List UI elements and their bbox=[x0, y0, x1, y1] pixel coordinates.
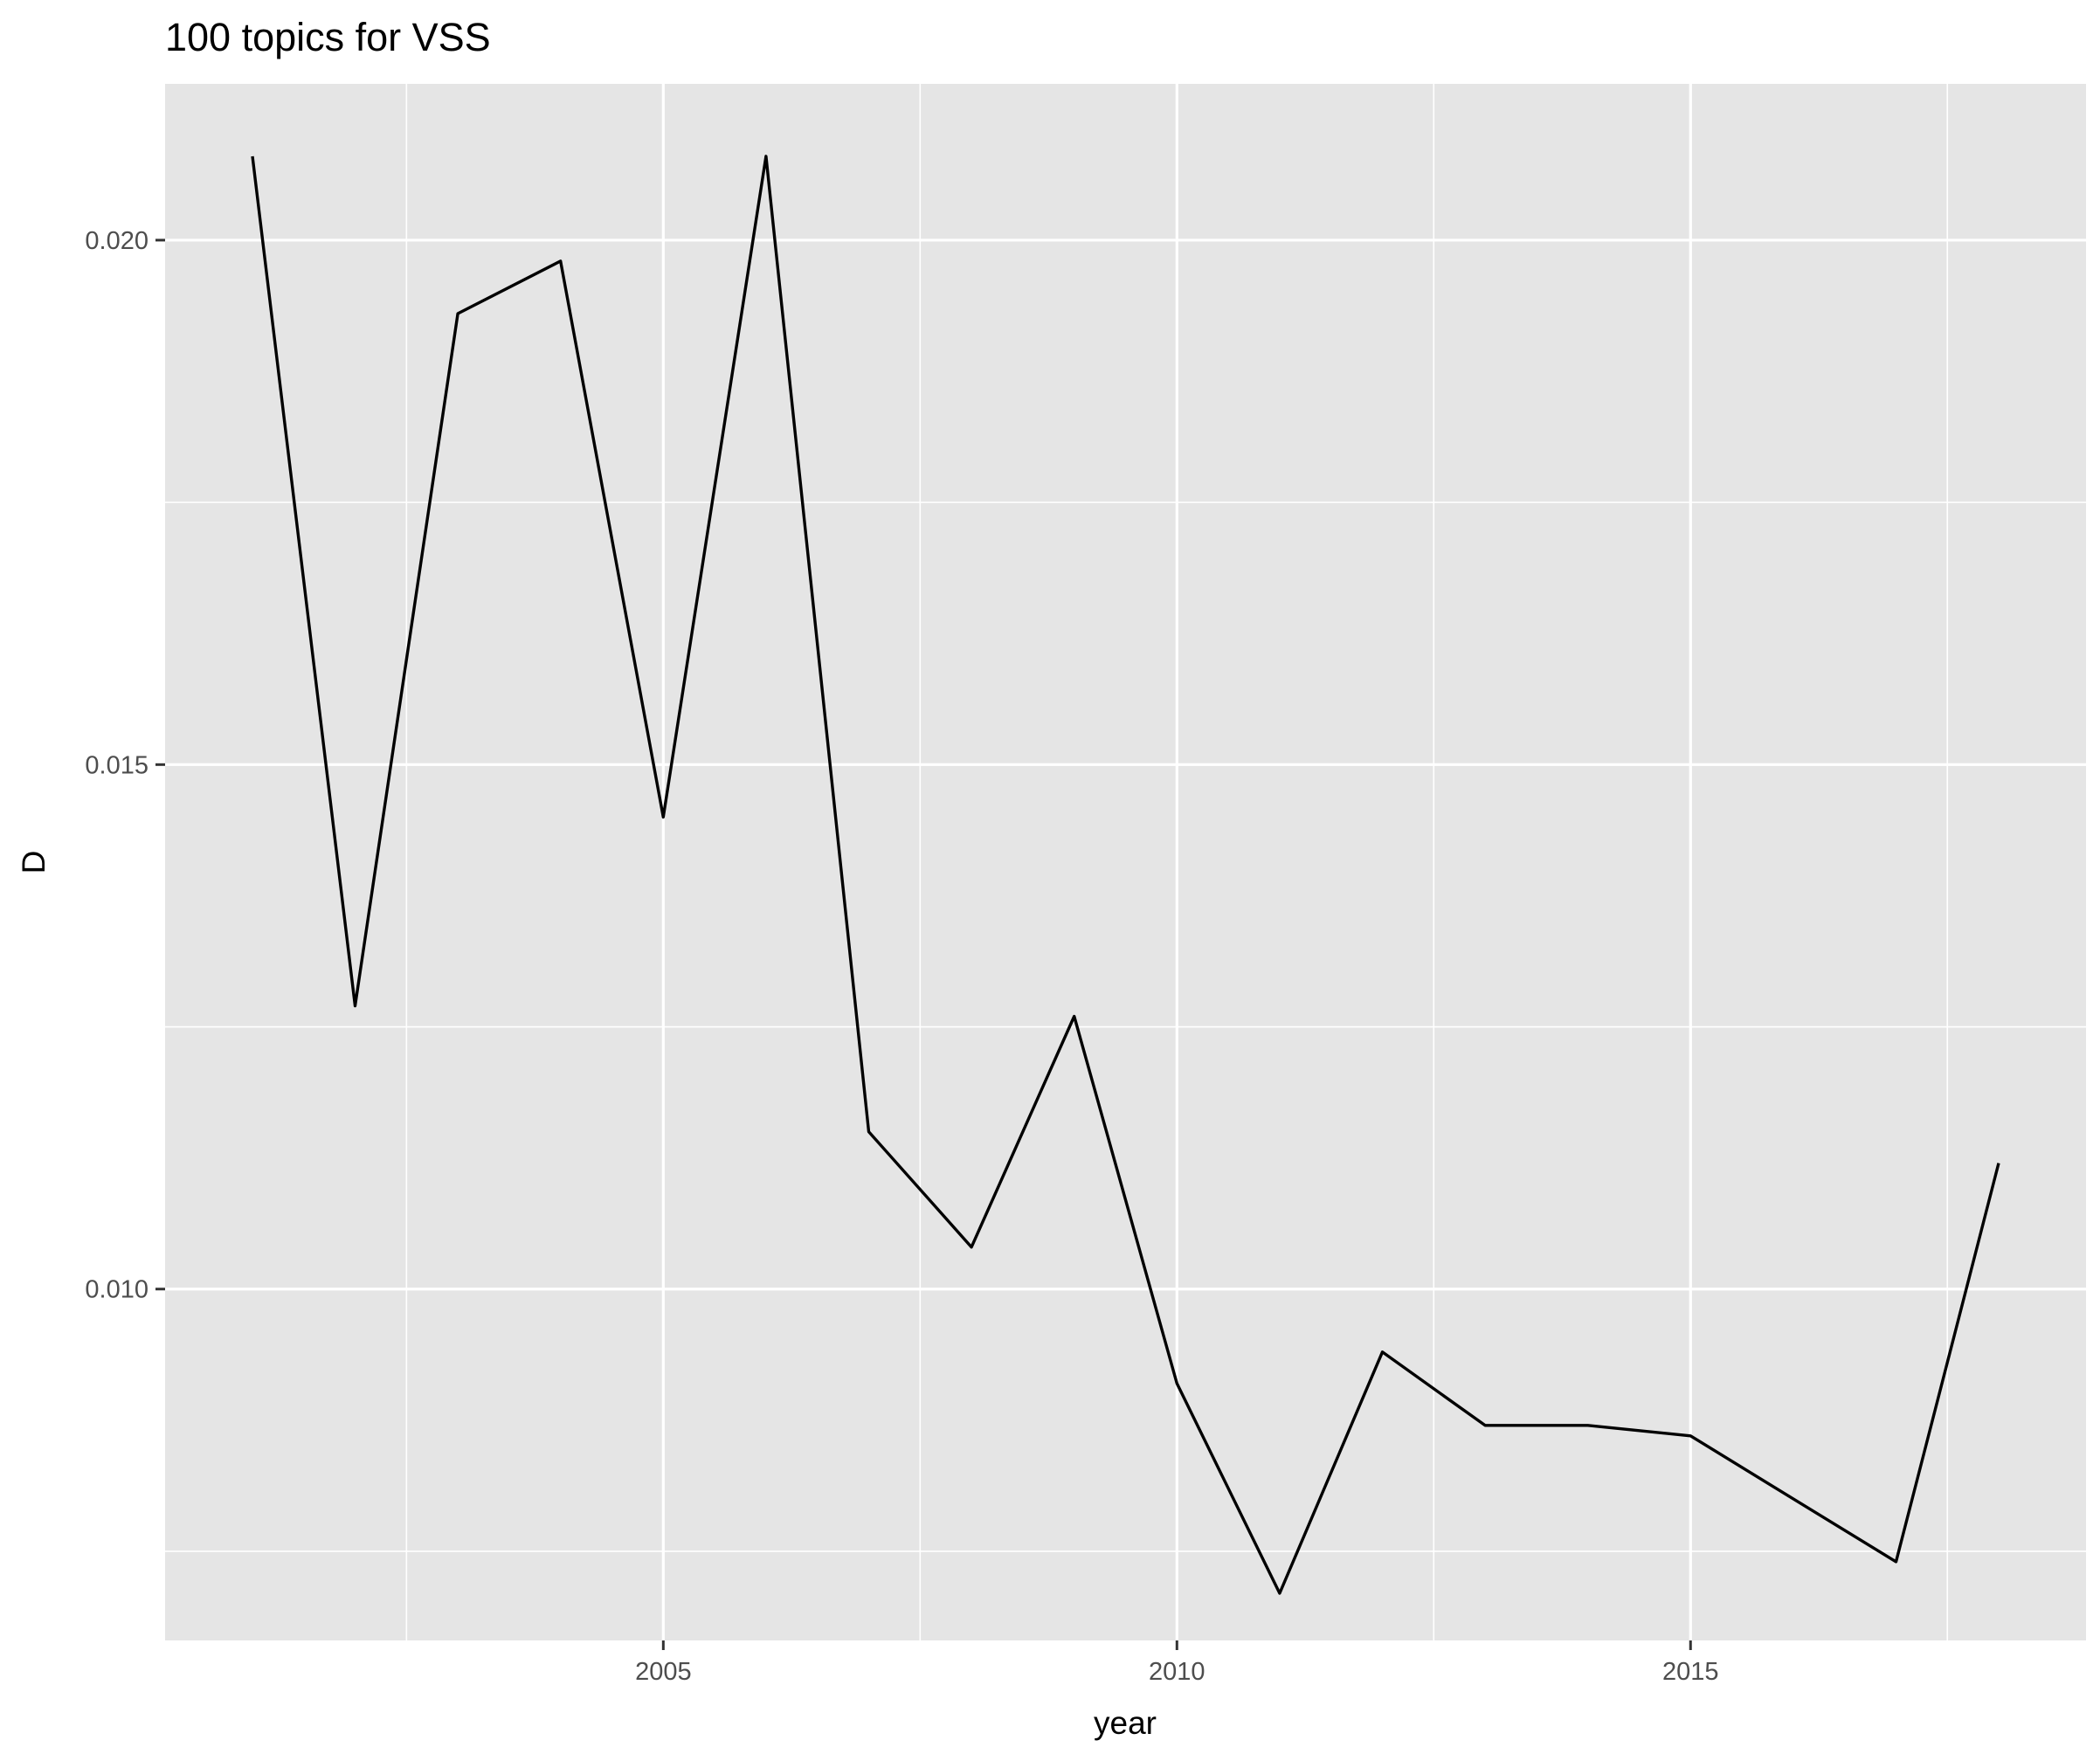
y-tick-label: 0.015 bbox=[85, 751, 149, 779]
x-tick-label: 2005 bbox=[635, 1658, 692, 1686]
series-line bbox=[251, 155, 2000, 1595]
grid-layer bbox=[165, 84, 2086, 1640]
plot-panel bbox=[165, 84, 2086, 1640]
x-tick-label: 2010 bbox=[1149, 1658, 1205, 1686]
y-tick-label: 0.020 bbox=[85, 227, 149, 255]
y-tick-label: 0.010 bbox=[85, 1276, 149, 1304]
x-tick-label: 2015 bbox=[1662, 1658, 1719, 1686]
chart-title: 100 topics for VSS bbox=[165, 15, 491, 59]
y-axis-title: D bbox=[16, 851, 52, 874]
series-layer bbox=[251, 155, 2000, 1595]
x-axis-title: year bbox=[1094, 1705, 1157, 1741]
axis-ticks: 2005 2010 2015 0.010 0.015 0.020 bbox=[85, 227, 1718, 1686]
